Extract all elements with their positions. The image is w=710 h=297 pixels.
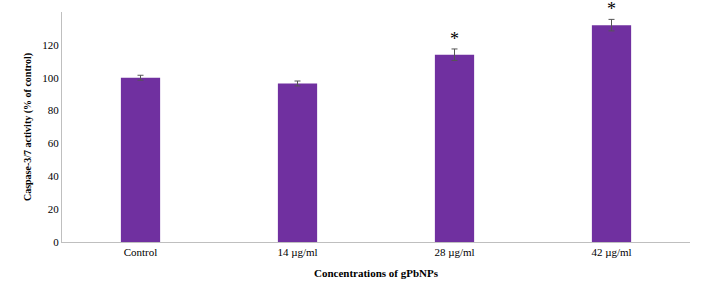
svg-text:*: * [607,0,616,19]
svg-text:Caspase-3/7 activity (% of con: Caspase-3/7 activity (% of control) [22,53,34,201]
svg-text:Concentrations of gPbNPs: Concentrations of gPbNPs [314,267,439,279]
svg-text:100: 100 [42,72,59,84]
svg-text:14 µg/ml: 14 µg/ml [277,246,317,258]
svg-text:28 µg/ml: 28 µg/ml [434,246,474,258]
svg-text:42 µg/ml: 42 µg/ml [591,246,631,258]
svg-text:40: 40 [48,170,60,182]
svg-text:Control: Control [124,246,158,258]
svg-text:*: * [450,29,459,49]
svg-text:20: 20 [48,203,60,215]
svg-text:60: 60 [48,137,60,149]
svg-text:120: 120 [42,39,59,51]
svg-text:80: 80 [48,104,60,116]
svg-text:0: 0 [53,236,59,248]
